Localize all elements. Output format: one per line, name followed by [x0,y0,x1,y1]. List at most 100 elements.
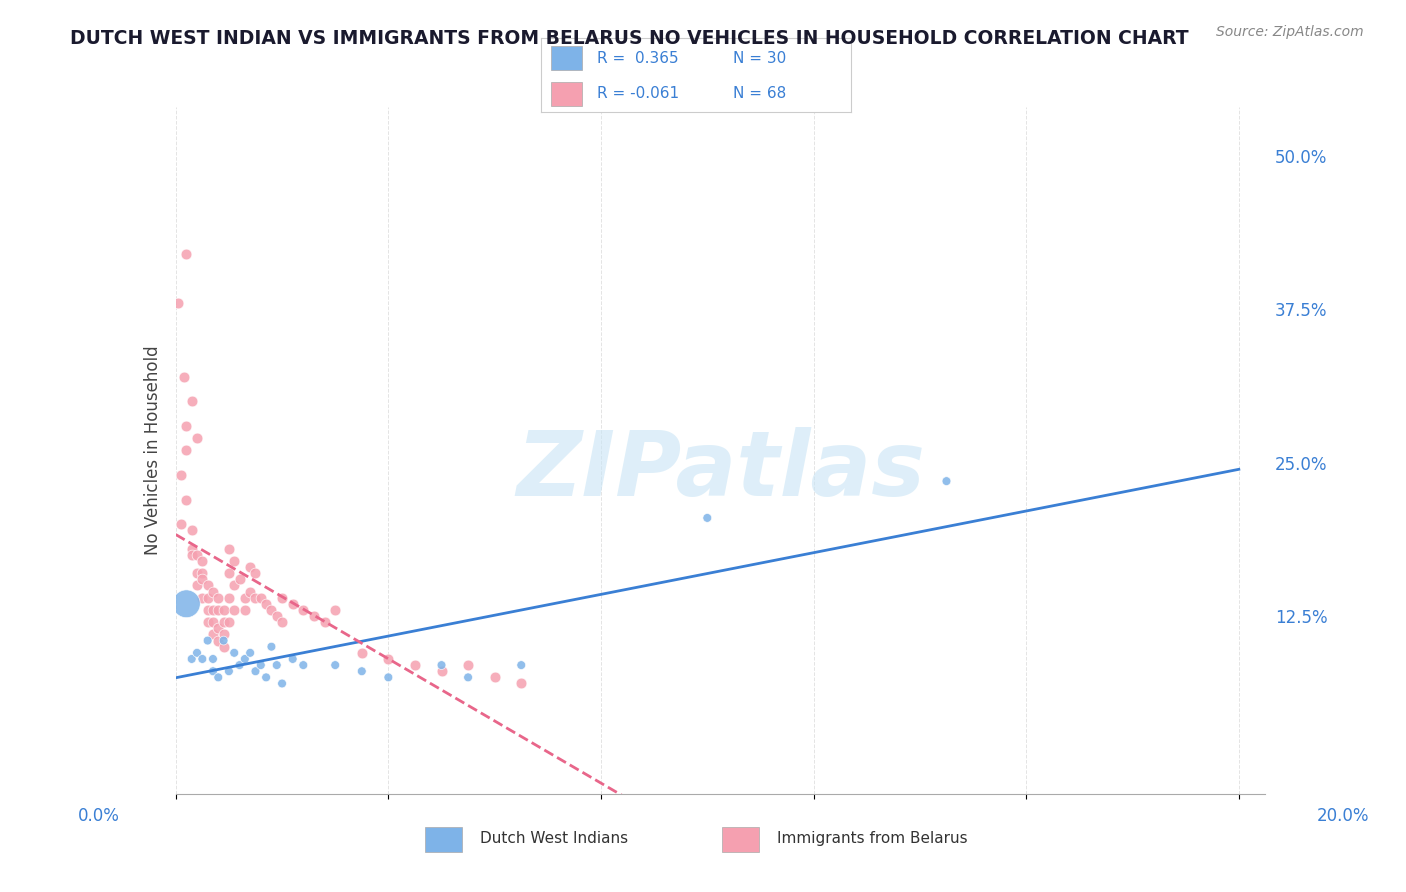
Point [201,664,224,679]
Point [218,591,240,605]
Point [457,658,479,673]
Point [249,591,271,605]
Point [180,548,202,562]
Point [197,615,219,630]
Text: N = 30: N = 30 [733,51,786,66]
Text: Source: ZipAtlas.com: Source: ZipAtlas.com [1216,25,1364,39]
Point [260,640,283,654]
Point [201,627,224,641]
Text: Immigrants from Belarus: Immigrants from Belarus [778,831,967,846]
Point [212,627,235,641]
Point [377,670,399,684]
Point [224,554,246,568]
Point [281,652,304,666]
Point [186,566,208,581]
Point [197,591,219,605]
FancyBboxPatch shape [425,827,461,852]
Point [201,603,224,617]
Point [224,646,246,660]
Point [176,419,198,434]
Point [197,578,219,592]
Point [197,633,219,648]
Point [180,394,202,409]
Point [228,572,250,586]
Point [350,664,373,679]
Point [245,566,267,581]
Point [239,584,262,599]
Text: N = 68: N = 68 [733,87,786,102]
FancyBboxPatch shape [551,46,582,70]
Point [170,517,193,532]
Point [249,658,271,673]
Point [207,591,229,605]
Point [201,615,224,630]
FancyBboxPatch shape [551,82,582,105]
Point [207,603,229,617]
Point [266,658,288,673]
Point [191,566,214,581]
Point [191,572,214,586]
Point [457,670,479,684]
Point [201,652,224,666]
Text: 20.0%: 20.0% [1316,807,1369,825]
Point [201,584,224,599]
Point [510,658,533,673]
Point [191,554,214,568]
Point [292,658,315,673]
Point [314,615,336,630]
Point [176,492,198,507]
Point [260,603,283,617]
Point [176,597,198,611]
Point [186,578,208,592]
Point [281,597,304,611]
Point [245,664,267,679]
Point [186,646,208,660]
Point [430,658,453,673]
Point [207,633,229,648]
Point [935,474,957,488]
Text: R = -0.061: R = -0.061 [598,87,679,102]
Point [233,652,256,666]
Y-axis label: No Vehicles in Household: No Vehicles in Household [143,345,162,556]
Point [212,640,235,654]
Point [218,615,240,630]
Text: DUTCH WEST INDIAN VS IMMIGRANTS FROM BELARUS NO VEHICLES IN HOUSEHOLD CORRELATIO: DUTCH WEST INDIAN VS IMMIGRANTS FROM BEL… [70,29,1189,47]
Point [233,603,256,617]
Point [292,603,315,617]
Point [224,578,246,592]
Point [696,511,718,525]
Point [180,523,202,537]
Point [218,541,240,556]
Point [212,615,235,630]
Point [323,658,346,673]
Point [180,541,202,556]
Point [404,658,426,673]
Point [266,609,288,624]
Point [212,633,235,648]
Point [233,591,256,605]
Point [302,609,325,624]
Point [377,652,399,666]
Point [254,597,277,611]
Text: R =  0.365: R = 0.365 [598,51,679,66]
Point [228,658,250,673]
Point [212,603,235,617]
Point [207,670,229,684]
Point [176,247,198,261]
Point [186,431,208,445]
Text: Dutch West Indians: Dutch West Indians [481,831,628,846]
Text: ZIPatlas: ZIPatlas [516,427,925,515]
FancyBboxPatch shape [721,827,759,852]
Point [167,296,190,310]
Point [239,560,262,574]
Point [239,646,262,660]
Point [484,670,506,684]
Point [207,621,229,635]
Point [271,591,294,605]
Point [224,603,246,617]
Point [180,652,202,666]
Point [218,664,240,679]
Text: 0.0%: 0.0% [77,807,120,825]
Point [176,443,198,458]
Point [271,676,294,690]
